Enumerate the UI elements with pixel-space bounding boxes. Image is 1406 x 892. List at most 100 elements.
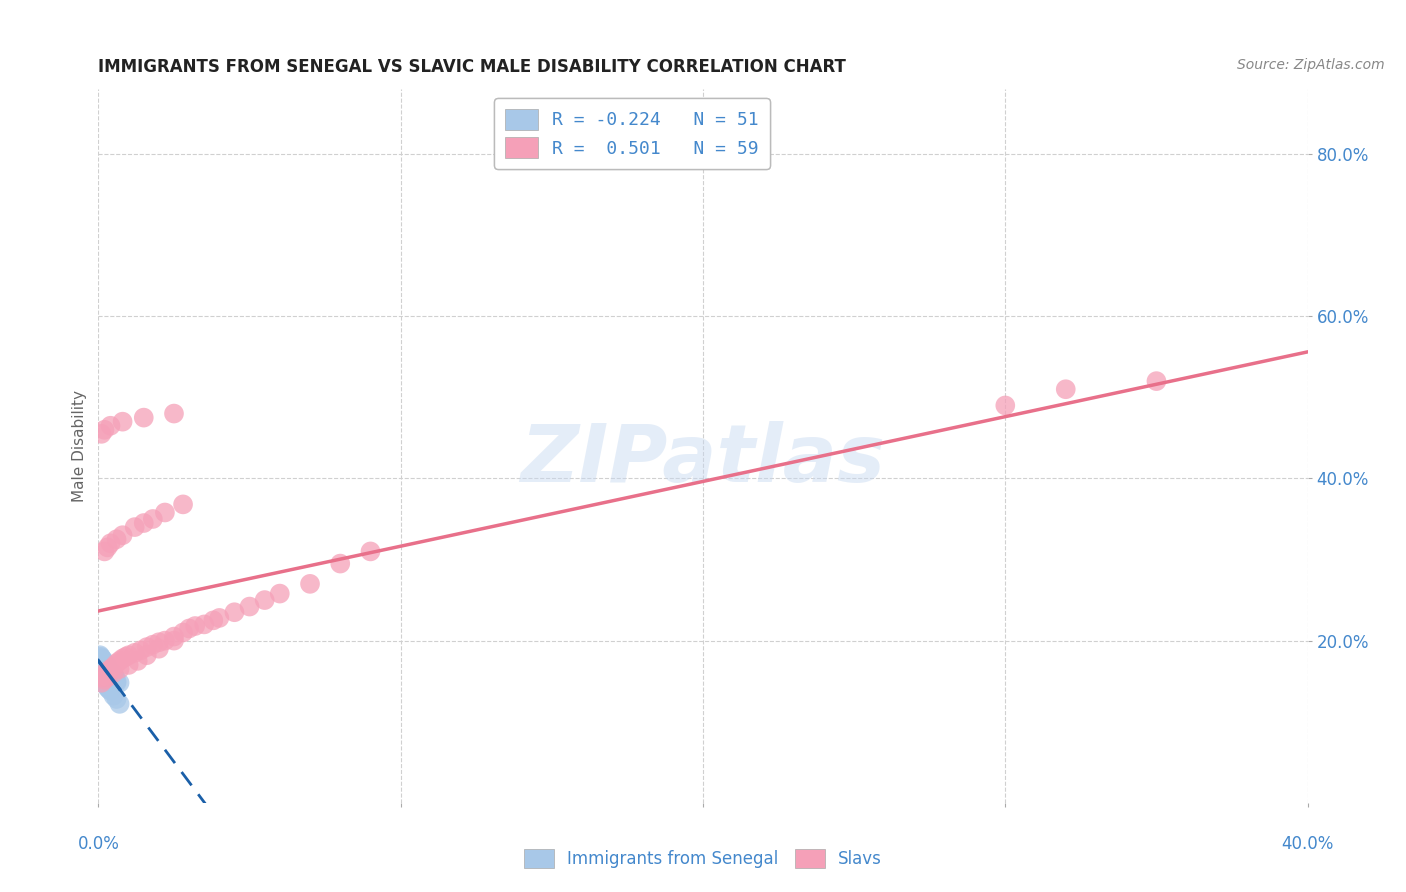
Point (104, 670, 127, 684)
Point (118, 648, 141, 663)
Point (96, 659, 118, 673)
Point (90, 673, 112, 687)
Point (135, 648, 157, 663)
Point (89, 648, 111, 663)
Point (148, 641, 170, 656)
Point (114, 649, 136, 664)
Point (104, 670, 127, 684)
Point (94, 678, 117, 692)
Point (96, 665, 118, 679)
Point (148, 635, 170, 649)
Point (105, 692, 128, 706)
Point (101, 667, 124, 681)
Point (111, 528, 134, 542)
Text: ZIPatlas: ZIPatlas (520, 421, 886, 500)
Point (177, 622, 201, 636)
Point (108, 675, 131, 690)
Point (100, 536, 122, 550)
Point (94, 657, 117, 672)
Point (93, 675, 115, 690)
Point (253, 593, 276, 607)
Point (93, 657, 115, 671)
Point (100, 662, 122, 676)
Point (153, 633, 176, 648)
Point (172, 497, 194, 511)
Point (103, 689, 125, 703)
Point (100, 670, 122, 684)
Point (100, 666, 122, 681)
Point (90, 649, 112, 664)
Y-axis label: Male Disability: Male Disability (72, 390, 87, 502)
Point (98, 665, 121, 679)
Point (89, 670, 111, 684)
Point (103, 670, 125, 684)
Point (124, 520, 146, 534)
Point (360, 544, 382, 558)
Point (163, 407, 186, 421)
Point (96, 667, 118, 681)
Point (100, 418, 122, 433)
Legend: Immigrants from Senegal, Slavs: Immigrants from Senegal, Slavs (517, 842, 889, 875)
Point (105, 674, 128, 689)
Point (96, 541, 118, 555)
Point (91, 674, 114, 689)
Point (108, 654, 131, 668)
Point (96, 665, 118, 679)
Point (153, 506, 176, 520)
Point (97, 662, 120, 676)
Point (103, 666, 125, 681)
Point (329, 557, 352, 571)
Point (103, 673, 125, 687)
Point (163, 633, 186, 648)
Legend: R = -0.224   N = 51, R =  0.501   N = 59: R = -0.224 N = 51, R = 0.501 N = 59 (495, 98, 769, 169)
Point (129, 643, 152, 657)
Point (100, 667, 122, 681)
Point (111, 415, 134, 429)
Point (94, 659, 117, 673)
Point (208, 611, 231, 625)
Point (89, 654, 111, 668)
Point (91, 657, 114, 671)
Text: 40.0%: 40.0% (1281, 835, 1334, 854)
Point (96, 670, 118, 684)
Point (100, 684, 122, 698)
Point (269, 586, 291, 600)
Point (108, 697, 131, 711)
Point (93, 654, 115, 668)
Point (103, 667, 125, 681)
Point (142, 512, 165, 526)
Point (93, 544, 115, 558)
Point (118, 657, 141, 672)
Point (299, 577, 322, 591)
Point (98, 662, 121, 676)
Point (94, 662, 117, 676)
Point (100, 665, 122, 679)
Point (135, 640, 157, 654)
Point (142, 638, 165, 652)
Point (163, 630, 186, 644)
Point (108, 662, 131, 676)
Point (105, 675, 128, 690)
Text: 0.0%: 0.0% (77, 835, 120, 854)
Point (172, 625, 194, 640)
Point (224, 605, 246, 619)
Point (90, 426, 112, 441)
Point (93, 673, 115, 687)
Point (101, 667, 124, 681)
Point (239, 599, 262, 614)
Point (93, 423, 115, 437)
Point (96, 659, 118, 673)
Point (94, 657, 117, 671)
Point (90, 651, 112, 665)
Point (202, 613, 225, 627)
Point (103, 659, 125, 673)
Point (90, 670, 112, 684)
Point (1054, 382, 1077, 396)
Point (105, 533, 128, 547)
Point (91, 651, 114, 665)
Point (91, 662, 114, 676)
Point (90, 659, 112, 673)
Point (93, 657, 115, 672)
Point (111, 651, 134, 665)
Point (96, 681, 118, 695)
